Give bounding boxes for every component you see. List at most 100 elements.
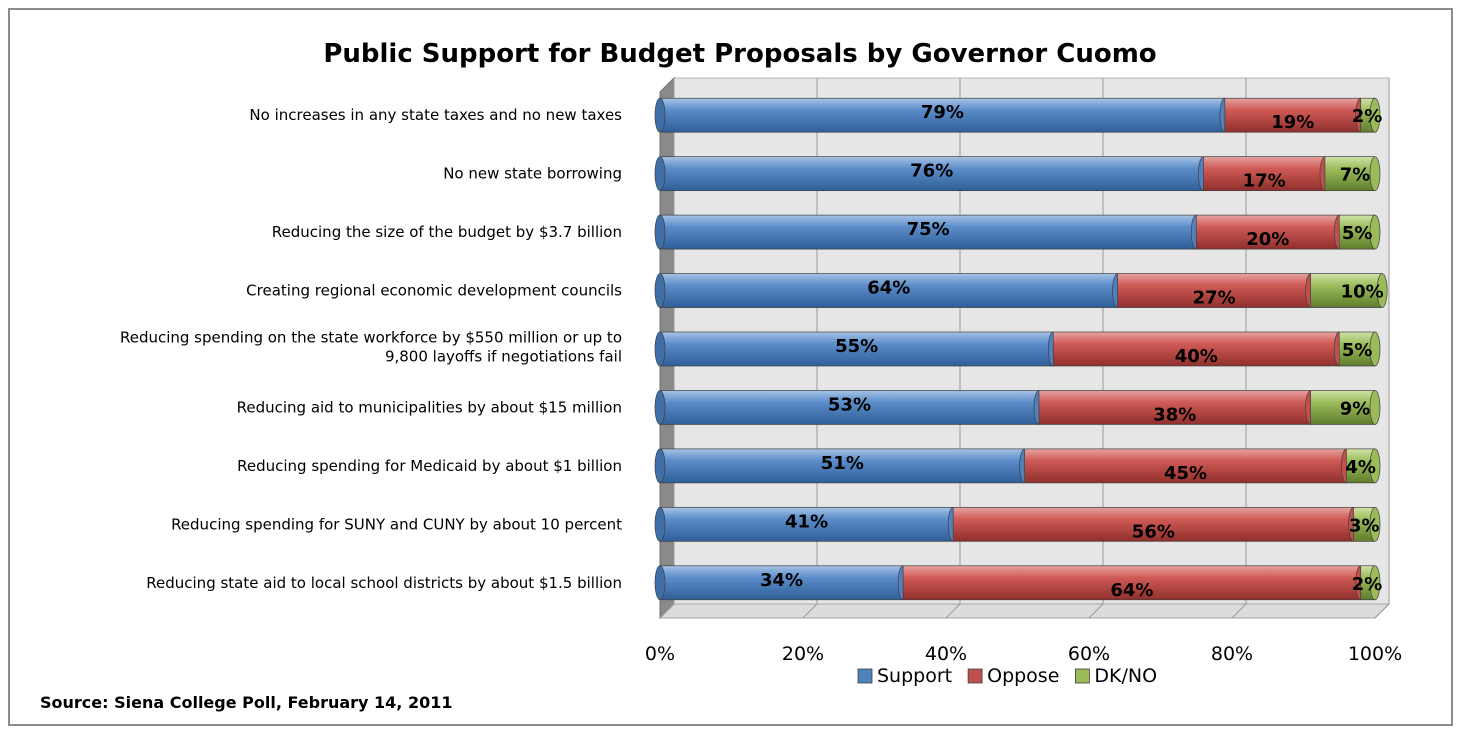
data-label-support: 34% (760, 570, 803, 591)
bar-oppose (1224, 97, 1367, 133)
bar-body (1038, 390, 1311, 425)
x-tick-label: 80% (1211, 643, 1253, 665)
data-label-dk-no: 2% (1352, 574, 1383, 595)
bar-support (659, 156, 1209, 192)
data-label-oppose: 20% (1246, 229, 1289, 250)
bar-body (1338, 331, 1376, 367)
gridline-floor (802, 603, 818, 619)
data-label-support: 53% (828, 394, 871, 415)
data-label-oppose: 19% (1271, 112, 1314, 133)
bar-support (659, 448, 1031, 484)
legend-label: DK/NO (1094, 665, 1157, 687)
bar-body (659, 331, 1054, 367)
x-tick-label: 20% (782, 643, 824, 665)
bar-start-cap (654, 156, 666, 192)
bar-body (1324, 156, 1376, 192)
data-label-dk-no: 2% (1352, 106, 1383, 127)
category-label: No new state borrowing (443, 165, 622, 183)
legend-label: Oppose (987, 665, 1059, 687)
x-tick-label: 40% (925, 643, 967, 665)
data-label-oppose: 17% (1243, 171, 1286, 192)
bar-body (1203, 156, 1326, 192)
data-label-support: 75% (907, 219, 950, 240)
legend-item-oppose: Oppose (967, 665, 1059, 687)
legend-swatch (857, 668, 873, 684)
data-label-dk-no: 4% (1345, 457, 1376, 478)
bar-cap (1369, 156, 1381, 192)
data-label-support: 55% (835, 336, 878, 357)
data-label-oppose: 64% (1110, 580, 1153, 601)
chart-title: Public Support for Budget Proposals by G… (323, 39, 1156, 69)
source-note: Source: Siena College Poll, February 14,… (40, 693, 452, 712)
bar-dk-no (1324, 156, 1381, 192)
floor (658, 603, 1391, 619)
data-label-support: 64% (867, 278, 910, 299)
category-label: No increases in any state taxes and no n… (249, 106, 622, 124)
bar-body (659, 273, 1118, 308)
bar-cap (1369, 565, 1381, 601)
bar-start-cap (654, 273, 666, 308)
bar-body (902, 565, 1362, 601)
category-label: Reducing state aid to local school distr… (146, 574, 622, 592)
category-label: Reducing spending for SUNY and CUNY by a… (171, 515, 622, 533)
gridline-floor (1374, 603, 1390, 619)
bar-body (1195, 214, 1340, 250)
bar-dk-no (1338, 331, 1381, 367)
bar-dk-no (1310, 273, 1388, 308)
bar-cap (1376, 273, 1388, 308)
chart: Public Support for Budget Proposals by G… (40, 39, 1402, 712)
category-labels: No increases in any state taxes and no n… (120, 106, 622, 592)
bar-start-cap (654, 448, 666, 484)
data-label-oppose: 56% (1132, 521, 1175, 542)
data-label-oppose: 27% (1193, 288, 1236, 309)
bar-start-cap (654, 390, 666, 425)
data-label-support: 51% (821, 453, 864, 474)
bar-body (1117, 273, 1311, 308)
data-label-dk-no: 7% (1340, 165, 1371, 186)
bar-cap (1369, 97, 1381, 133)
category-label: Reducing aid to municipalities by about … (237, 398, 622, 416)
bar-oppose (902, 565, 1367, 601)
bar-body (659, 156, 1204, 192)
data-label-dk-no: 9% (1340, 398, 1371, 419)
bar-start-cap (654, 97, 666, 133)
gridline-floor (659, 603, 675, 619)
bar-cap (1369, 448, 1381, 484)
x-tick-label: 60% (1068, 643, 1110, 665)
legend-swatch (967, 668, 983, 684)
category-label: Reducing the size of the budget by $3.7 … (272, 223, 622, 241)
data-label-support: 79% (921, 102, 964, 123)
bar-body (1338, 214, 1376, 250)
bar-dk-no (1360, 97, 1381, 133)
data-label-oppose: 45% (1164, 463, 1207, 484)
legend-swatch (1075, 668, 1090, 684)
bar-dk-no (1346, 448, 1381, 484)
bar-body (1310, 390, 1376, 425)
bar-body (659, 214, 1197, 250)
legend-item-dk-no: DK/NO (1075, 665, 1157, 687)
bar-body (659, 448, 1025, 484)
bar-cap (1369, 390, 1381, 425)
bar-dk-no (1360, 565, 1381, 601)
bar-support (659, 565, 909, 601)
bar-body (659, 565, 904, 601)
category-label: Creating regional economic development c… (246, 282, 622, 300)
chart-frame: Public Support for Budget Proposals by G… (8, 8, 1453, 726)
bar-body (1052, 331, 1340, 367)
bar-support (659, 214, 1202, 250)
category-label: Reducing spending for Medicaid by about … (237, 457, 622, 475)
category-label: 9,800 layoffs if negotiations fail (385, 348, 622, 366)
data-label-dk-no: 3% (1349, 515, 1380, 536)
category-label: Reducing spending on the state workforce… (120, 329, 622, 347)
x-tick-label: 100% (1348, 643, 1402, 665)
data-label-dk-no: 10% (1341, 282, 1384, 303)
bar-start-cap (654, 331, 666, 367)
bar-oppose (1038, 390, 1317, 425)
x-tick-label: 0% (645, 643, 675, 665)
bar-start-cap (654, 214, 666, 250)
gridline-floor (945, 603, 961, 619)
data-label-dk-no: 5% (1342, 340, 1373, 361)
data-label-oppose: 40% (1175, 346, 1218, 367)
bar-body (952, 506, 1354, 542)
legend: Support Oppose DK/NO (857, 665, 1157, 687)
